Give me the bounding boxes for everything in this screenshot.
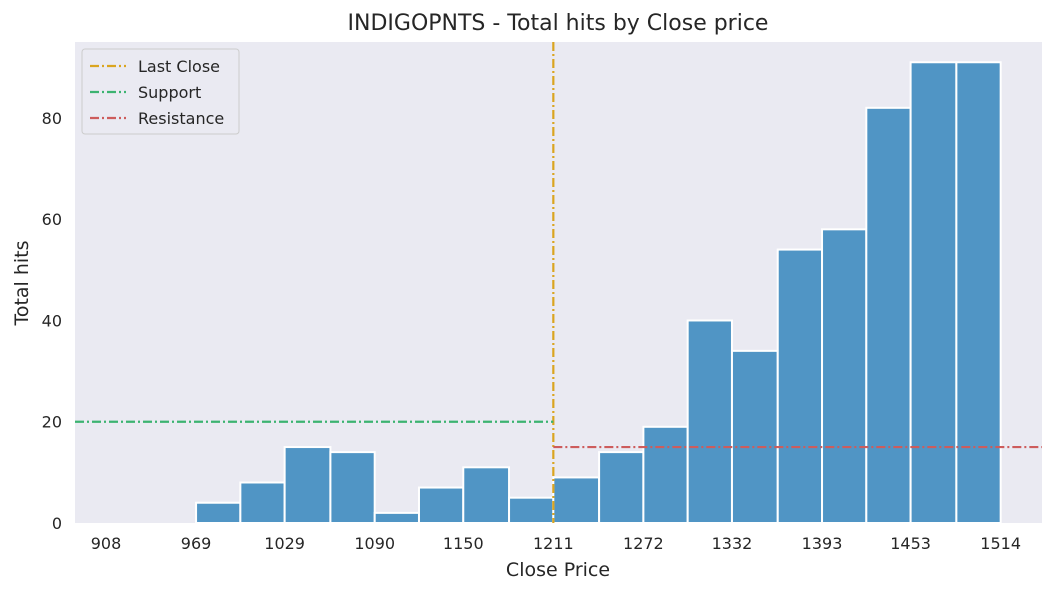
histogram-bar	[642, 425, 689, 524]
histogram-bar	[552, 476, 601, 524]
y-tick-label: 40	[42, 311, 62, 330]
reference-lines-layer	[75, 42, 1042, 523]
legend: Last Close Support Resistance	[81, 48, 240, 135]
y-tick-label: 20	[42, 413, 62, 432]
histogram-bar	[776, 248, 824, 524]
histogram-bar	[239, 481, 286, 525]
y-axis-label: Total hits	[11, 240, 33, 326]
x-tick-label: 1090	[354, 534, 395, 553]
histogram-bar	[909, 61, 958, 525]
x-tick-label: 969	[181, 534, 212, 553]
x-tick-label: 908	[91, 534, 122, 553]
histogram-bar	[373, 511, 420, 524]
x-tick-label: 1393	[802, 534, 843, 553]
histogram-bar	[686, 319, 733, 525]
x-tick-labels: 908 969 1029 1090 1150 1211 1272 1332 1393 1453 15…	[91, 534, 1021, 553]
histogram-bar	[329, 451, 376, 524]
histogram-bar	[821, 228, 868, 524]
histogram-bar	[955, 61, 1002, 525]
x-tick-label: 1453	[890, 534, 931, 553]
histogram-bar	[283, 446, 332, 525]
y-tick-label: 80	[42, 109, 62, 128]
x-tick-label: 1514	[980, 534, 1021, 553]
x-tick-label: 1150	[443, 534, 484, 553]
chart-title: INDIGOPNTS - Total hits by Close price	[348, 11, 769, 36]
histogram-bar	[730, 349, 779, 524]
x-tick-label: 1332	[712, 534, 753, 553]
y-tick-labels: 0 20 40 60 80	[42, 109, 62, 533]
histogram-bar	[598, 451, 645, 524]
histogram-bar	[417, 486, 465, 524]
histogram-bar	[462, 466, 511, 525]
x-tick-label: 1029	[264, 534, 305, 553]
histogram-bar	[865, 106, 912, 525]
histogram-bar	[195, 501, 242, 525]
x-axis-label: Close Price	[506, 559, 610, 581]
x-tick-label: 1211	[533, 534, 574, 553]
legend-label-last-close: Last Close	[138, 57, 220, 76]
histogram-bar	[508, 496, 555, 524]
y-tick-label: 0	[52, 514, 62, 533]
x-tick-label: 1272	[623, 534, 664, 553]
legend-label-resistance: Resistance	[138, 109, 224, 128]
y-tick-label: 60	[42, 210, 62, 229]
legend-label-support: Support	[138, 83, 201, 102]
legend-box	[81, 48, 240, 135]
